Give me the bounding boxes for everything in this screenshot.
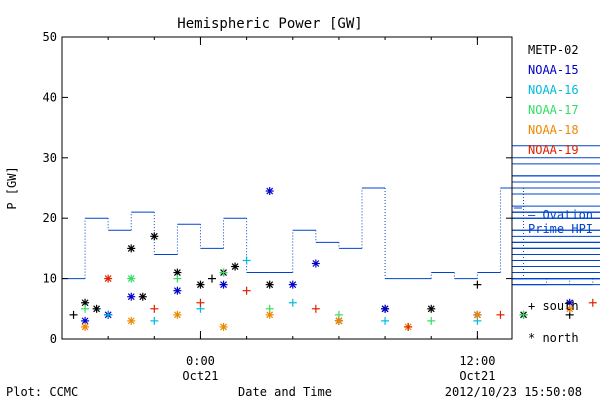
y-axis-ticks: 0 10 20 30 40 50 [43,30,512,346]
data-point-noaa-15-8 [381,304,390,313]
y-tick-label-0: 0 [50,332,57,346]
y-tick-label-4: 40 [43,90,57,104]
data-point-noaa-16-4 [288,298,297,307]
data-point-noaa-16-3 [242,256,251,265]
data-point-noaa-16-0 [104,310,113,319]
x-tick-date-1: Oct21 [459,369,495,383]
y-tick-label-2: 20 [43,211,57,225]
data-point-noaa-18-5 [334,316,343,325]
data-point-noaa-15-5 [265,187,274,196]
data-point-noaa-17-0 [81,304,90,313]
data-point-metp-02-16 [473,280,482,289]
data-point-metp-02-12 [265,280,274,289]
data-point-metp-02-11 [231,262,240,271]
ovation-line [62,145,600,286]
data-point-metp-02-5 [138,292,147,301]
data-point-noaa-18-4 [265,310,274,319]
y-axis-label: P [GW] [5,166,19,209]
data-point-noaa-15-10 [565,298,574,307]
data-point-noaa-19-1 [150,304,159,313]
data-point-metp-02-4 [127,244,136,253]
data-point-noaa-15-6 [288,280,297,289]
data-point-noaa-19-3 [242,286,251,295]
chart-title: Hemispheric Power [GW] [177,16,362,32]
data-point-noaa-18-2 [173,310,182,319]
data-point-noaa-19-2 [196,298,205,307]
data-point-noaa-15-0 [81,316,90,325]
data-point-metp-02-9 [208,274,216,283]
data-point-noaa-15-3 [173,286,182,295]
data-point-metp-02-15 [427,304,436,313]
x-tick-time-0: 0:00 [186,354,215,368]
plot-frame [61,36,513,340]
y-tick-label-3: 30 [43,151,57,165]
data-point-noaa-19-7 [588,298,597,307]
x-tick-time-1: 12:00 [459,354,495,368]
data-point-noaa-18-1 [127,316,136,325]
y-tick-label-5: 50 [43,30,57,44]
data-point-noaa-19-4 [311,304,320,313]
data-point-metp-02-6 [150,232,159,241]
legend: METP-02 NOAA-15 NOAA-16 NOAA-17 NOAA-18 NOAA-… [528,43,579,157]
data-point-metp-02-1 [81,298,90,307]
legend-entry-1: NOAA-15 [528,63,579,77]
data-point-noaa-16-5 [381,316,390,325]
legend-entry-3: NOAA-17 [528,103,579,117]
data-point-noaa-15-4 [219,280,228,289]
data-point-noaa-15-7 [311,259,320,268]
legend-entry-5: NOAA-19 [528,143,579,157]
data-point-noaa-15-2 [127,292,136,301]
data-points [69,187,597,331]
data-point-noaa-17-6 [427,316,436,325]
south-symbol-legend: + south [528,299,579,313]
legend-entry-4: NOAA-18 [528,123,579,137]
data-point-noaa-19-0 [104,274,113,283]
ovation-legend-label-2: Prime HPI [528,222,593,236]
data-point-noaa-17-2 [173,274,182,283]
north-symbol-legend: * north [528,331,579,345]
plot-credit: Plot: CCMC [6,385,78,399]
data-point-metp-02-8 [196,280,205,289]
data-point-noaa-18-3 [219,322,228,331]
x-axis-label: Date and Time [238,385,332,399]
data-point-metp-02-2 [92,304,101,313]
legend-entry-0: METP-02 [528,43,579,57]
data-point-metp-02-0 [69,310,78,319]
data-point-noaa-16-1 [150,316,159,325]
data-point-noaa-18-8 [565,304,574,313]
x-tick-date-0: Oct21 [182,369,218,383]
data-point-noaa-18-0 [81,322,90,331]
data-point-noaa-19-6 [496,310,505,319]
y-tick-label-1: 10 [43,272,57,286]
data-point-noaa-17-3 [219,268,228,277]
data-point-noaa-17-1 [127,274,136,283]
data-point-noaa-17-7 [519,310,528,319]
data-point-noaa-19-5 [404,322,413,331]
x-axis-ticks: 0:00Oct2112:00Oct210:00Oct2212:00Oct220:… [107,37,495,383]
data-point-noaa-18-7 [473,310,482,319]
ovation-legend-label-1: – Ovation [528,208,593,222]
legend-entry-2: NOAA-16 [528,83,579,97]
plot-timestamp: 2012/10/23 15:50:08 [445,385,582,399]
